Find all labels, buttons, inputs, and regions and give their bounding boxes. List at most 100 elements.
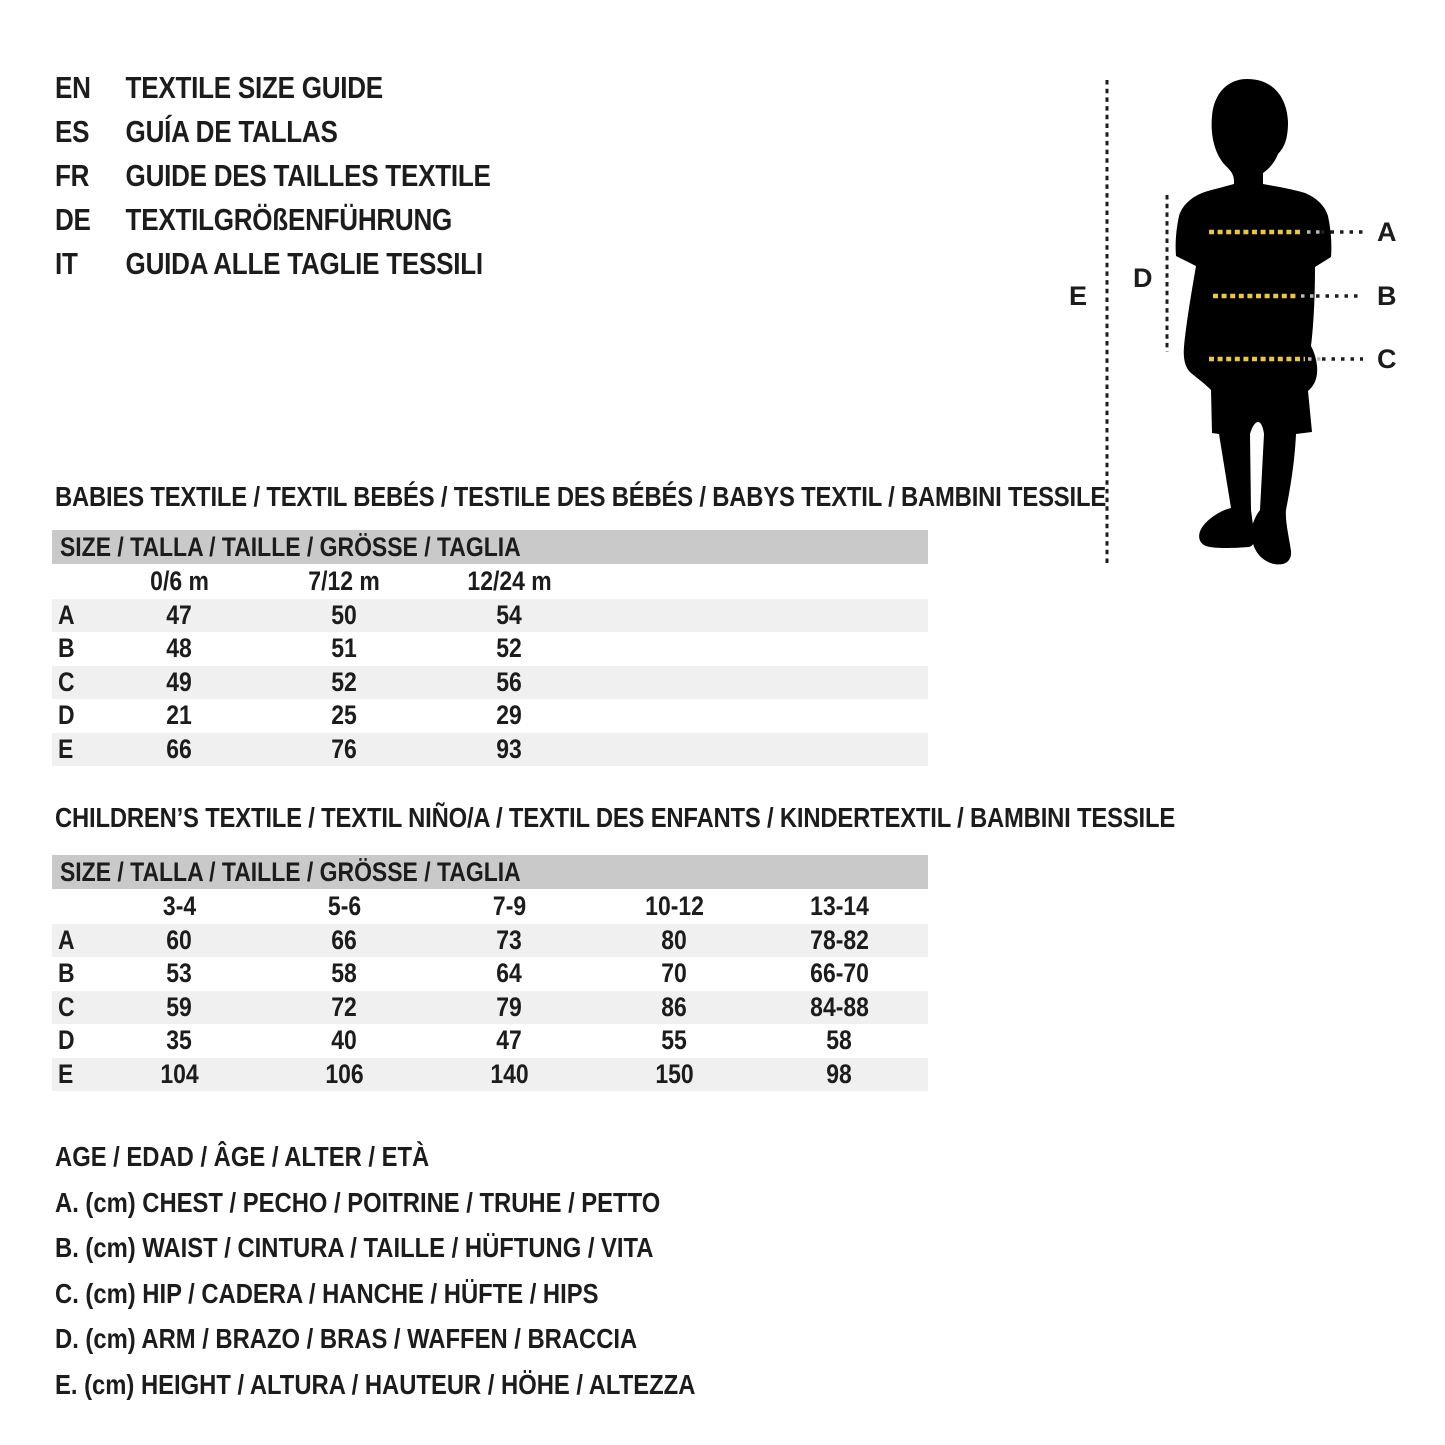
value-cell: 70 bbox=[661, 958, 688, 989]
value-cell: 52 bbox=[496, 633, 523, 664]
value-cell: 56 bbox=[496, 666, 523, 697]
figure-label-b: B bbox=[1377, 281, 1397, 311]
value-cell: 66 bbox=[331, 924, 358, 955]
row-label: D bbox=[58, 1025, 75, 1056]
value-cell: 54 bbox=[496, 599, 523, 630]
language-row-es: ES GUÍA DE TALLAS bbox=[55, 110, 491, 154]
value-cell: 47 bbox=[166, 599, 193, 630]
language-row-de: DE TEXTILGRÖßENFÜHRUNG bbox=[55, 198, 491, 242]
guide-title-it: GUIDA ALLE TAGLIE TESSILI bbox=[125, 246, 484, 281]
table-row-e: E 66 76 93 bbox=[52, 732, 928, 766]
value-cell: 59 bbox=[166, 991, 193, 1022]
measurement-legend: AGE / EDAD / ÂGE / ALTER / ETÀ A. (cm) C… bbox=[55, 1134, 695, 1407]
language-code: IT bbox=[55, 246, 78, 281]
row-label: E bbox=[58, 733, 74, 764]
babies-section-title: BABIES TEXTILE / TEXTIL BEBÉS / TESTILE … bbox=[55, 481, 1107, 512]
value-cell: 78-82 bbox=[810, 924, 869, 955]
value-cell: 86 bbox=[661, 991, 688, 1022]
table-row-b: B 48 51 52 bbox=[52, 632, 928, 666]
figure-label-c: C bbox=[1377, 344, 1397, 374]
table-row-e: E 104 106 140 150 98 bbox=[52, 1057, 928, 1091]
value-cell: 52 bbox=[331, 666, 358, 697]
table-row-a: A 47 50 54 bbox=[52, 598, 928, 632]
row-label: A bbox=[58, 599, 75, 630]
table-row-b: B 53 58 64 70 66-70 bbox=[52, 957, 928, 991]
value-cell: 48 bbox=[166, 633, 193, 664]
column-header: 7-9 bbox=[492, 890, 527, 921]
value-cell: 55 bbox=[661, 1025, 688, 1056]
language-row-it: IT GUIDA ALLE TAGLIE TESSILI bbox=[55, 242, 491, 286]
language-code: EN bbox=[55, 70, 91, 105]
value-cell: 60 bbox=[166, 924, 193, 955]
language-code: DE bbox=[55, 202, 91, 237]
child-silhouette bbox=[1175, 79, 1332, 565]
table-row-c: C 59 72 79 86 84-88 bbox=[52, 990, 928, 1024]
legend-height: E. (cm) HEIGHT / ALTURA / HAUTEUR / HÖHE… bbox=[55, 1368, 696, 1400]
babies-size-table: SIZE / TALLA / TAILLE / GRÖSSE / TAGLIA … bbox=[52, 530, 928, 766]
children-size-header-bar: SIZE / TALLA / TAILLE / GRÖSSE / TAGLIA bbox=[52, 855, 928, 889]
row-label: E bbox=[58, 1058, 74, 1089]
size-header-label: SIZE / TALLA / TAILLE / GRÖSSE / TAGLIA bbox=[60, 531, 521, 562]
column-header: 0/6 m bbox=[150, 565, 209, 596]
column-header: 10-12 bbox=[645, 890, 704, 921]
value-cell: 73 bbox=[496, 924, 523, 955]
value-cell: 64 bbox=[496, 958, 523, 989]
row-label: A bbox=[58, 924, 75, 955]
value-cell: 53 bbox=[166, 958, 193, 989]
row-label: B bbox=[58, 958, 75, 989]
value-cell: 51 bbox=[331, 633, 358, 664]
figure-label-e: E bbox=[1069, 281, 1087, 311]
guide-title-fr: GUIDE DES TAILLES TEXTILE bbox=[125, 158, 491, 193]
value-cell: 25 bbox=[331, 700, 358, 731]
value-cell: 58 bbox=[826, 1025, 853, 1056]
row-label: B bbox=[58, 633, 75, 664]
legend-chest: A. (cm) CHEST / PECHO / POITRINE / TRUHE… bbox=[55, 1186, 661, 1218]
row-label: C bbox=[58, 991, 75, 1022]
value-cell: 35 bbox=[166, 1025, 193, 1056]
children-section-title: CHILDREN’S TEXTILE / TEXTIL NIÑO/A / TEX… bbox=[55, 802, 1176, 833]
value-cell: 76 bbox=[331, 733, 358, 764]
value-cell: 104 bbox=[160, 1058, 199, 1089]
figure-label-a: A bbox=[1377, 217, 1397, 247]
child-measurement-figure: A B C D E bbox=[1069, 79, 1397, 567]
value-cell: 93 bbox=[496, 733, 523, 764]
table-row-d: D 35 40 47 55 58 bbox=[52, 1024, 928, 1058]
language-row-en: EN TEXTILE SIZE GUIDE bbox=[55, 66, 491, 110]
value-cell: 106 bbox=[325, 1058, 364, 1089]
table-row-c: C 49 52 56 bbox=[52, 665, 928, 699]
language-code: ES bbox=[55, 114, 90, 149]
column-header: 13-14 bbox=[810, 890, 869, 921]
language-row-fr: FR GUIDE DES TAILLES TEXTILE bbox=[55, 154, 491, 198]
value-cell: 140 bbox=[490, 1058, 529, 1089]
value-cell: 50 bbox=[331, 599, 358, 630]
legend-age: AGE / EDAD / ÂGE / ALTER / ETÀ bbox=[55, 1141, 430, 1172]
value-cell: 21 bbox=[166, 700, 193, 731]
babies-size-header-bar: SIZE / TALLA / TAILLE / GRÖSSE / TAGLIA bbox=[52, 530, 928, 564]
value-cell: 98 bbox=[826, 1058, 853, 1089]
value-cell: 80 bbox=[661, 924, 688, 955]
legend-waist: B. (cm) WAIST / CINTURA / TAILLE / HÜFTU… bbox=[55, 1232, 654, 1263]
babies-column-header-row: 0/6 m 7/12 m 12/24 m bbox=[52, 564, 928, 599]
value-cell: 29 bbox=[496, 700, 523, 731]
figure-label-d: D bbox=[1133, 263, 1153, 293]
value-cell: 84-88 bbox=[810, 991, 869, 1022]
legend-hip: C. (cm) HIP / CADERA / HANCHE / HÜFTE / … bbox=[55, 1277, 599, 1309]
value-cell: 47 bbox=[496, 1025, 523, 1056]
column-header: 7/12 m bbox=[308, 565, 381, 596]
value-cell: 79 bbox=[496, 991, 523, 1022]
guide-title-en: TEXTILE SIZE GUIDE bbox=[125, 70, 384, 105]
row-label: D bbox=[58, 700, 75, 731]
size-header-label: SIZE / TALLA / TAILLE / GRÖSSE / TAGLIA bbox=[60, 856, 521, 887]
language-code: FR bbox=[55, 158, 90, 193]
value-cell: 49 bbox=[166, 666, 193, 697]
column-header: 12/24 m bbox=[467, 565, 552, 596]
row-label: C bbox=[58, 666, 75, 697]
column-header: 3-4 bbox=[162, 890, 197, 921]
language-title-block: EN TEXTILE SIZE GUIDE ES GUÍA DE TALLAS … bbox=[55, 66, 491, 286]
value-cell: 66 bbox=[166, 733, 193, 764]
table-row-a: A 60 66 73 80 78-82 bbox=[52, 923, 928, 957]
table-row-d: D 21 25 29 bbox=[52, 699, 928, 733]
value-cell: 40 bbox=[331, 1025, 358, 1056]
value-cell: 66-70 bbox=[810, 958, 869, 989]
